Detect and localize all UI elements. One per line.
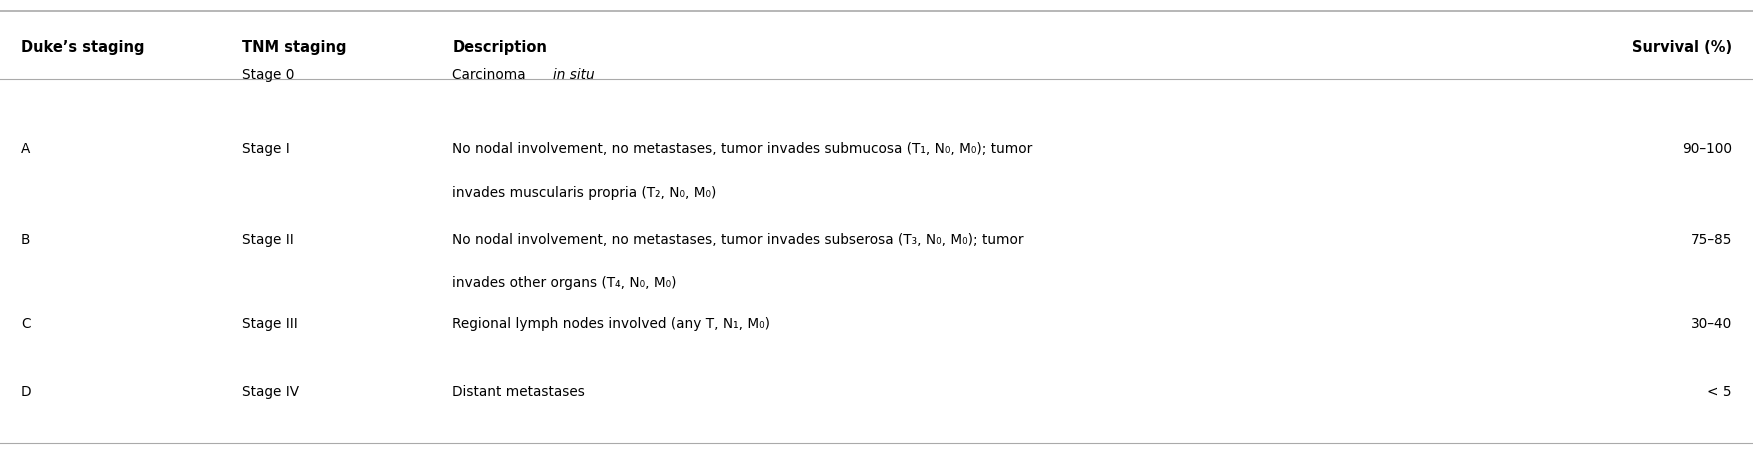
Text: Stage III: Stage III xyxy=(242,317,298,331)
Text: B: B xyxy=(21,233,30,247)
Text: invades muscularis propria (T₂, N₀, M₀): invades muscularis propria (T₂, N₀, M₀) xyxy=(452,186,717,199)
Text: < 5: < 5 xyxy=(1707,385,1732,399)
Text: A: A xyxy=(21,143,30,156)
Text: No nodal involvement, no metastases, tumor invades subserosa (T₃, N₀, M₀); tumor: No nodal involvement, no metastases, tum… xyxy=(452,233,1024,247)
Text: Carcinoma: Carcinoma xyxy=(452,68,529,82)
Text: Stage I: Stage I xyxy=(242,143,289,156)
Text: 75–85: 75–85 xyxy=(1690,233,1732,247)
Text: invades other organs (T₄, N₀, M₀): invades other organs (T₄, N₀, M₀) xyxy=(452,276,677,290)
Text: 90–100: 90–100 xyxy=(1681,143,1732,156)
Text: in situ: in situ xyxy=(552,68,594,82)
Text: 30–40: 30–40 xyxy=(1690,317,1732,331)
Text: No nodal involvement, no metastases, tumor invades submucosa (T₁, N₀, M₀); tumor: No nodal involvement, no metastases, tum… xyxy=(452,143,1033,156)
Text: C: C xyxy=(21,317,30,331)
Text: Survival (%): Survival (%) xyxy=(1632,40,1732,55)
Text: Stage II: Stage II xyxy=(242,233,295,247)
Text: Description: Description xyxy=(452,40,547,55)
Text: Stage IV: Stage IV xyxy=(242,385,300,399)
Text: Duke’s staging: Duke’s staging xyxy=(21,40,144,55)
Text: Stage 0: Stage 0 xyxy=(242,68,295,82)
Text: D: D xyxy=(21,385,32,399)
Text: Distant metastases: Distant metastases xyxy=(452,385,586,399)
Text: TNM staging: TNM staging xyxy=(242,40,347,55)
Text: Regional lymph nodes involved (any T, N₁, M₀): Regional lymph nodes involved (any T, N₁… xyxy=(452,317,770,331)
